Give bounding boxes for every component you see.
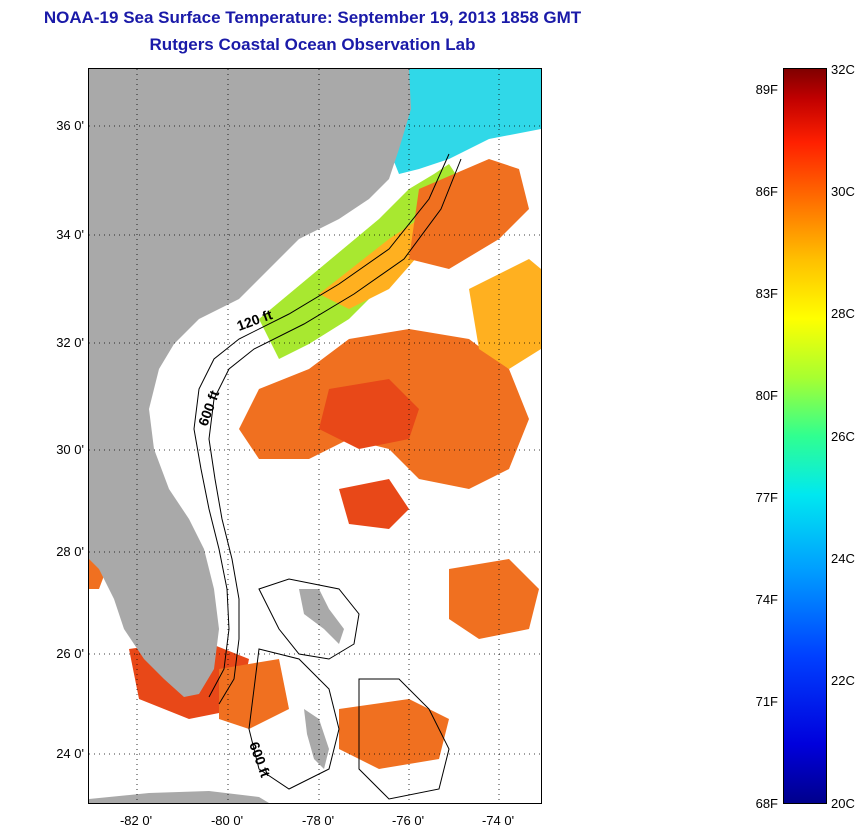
cuba-land <box>89 791 269 803</box>
sst-map: 120 ft 600 ft 600 ft <box>88 68 542 804</box>
colorbar-label-89f: 89F <box>755 82 778 97</box>
warm-straits <box>219 659 289 729</box>
map-title: NOAA-19 Sea Surface Temperature: Septemb… <box>43 8 582 27</box>
lat-label-26: 26 0' <box>56 646 84 661</box>
lon-label-74: -74 0' <box>481 813 515 828</box>
colorbar-label-68f: 68F <box>755 796 778 811</box>
mid-east <box>469 259 541 369</box>
bahamas-island-1 <box>299 589 344 644</box>
colorbar-label-26c: 26C <box>831 429 855 444</box>
cool-water-shelf <box>259 164 459 359</box>
lon-label-82: -82 0' <box>119 813 153 828</box>
isobath-label-600ft-south: 600 ft <box>246 740 274 780</box>
lon-label-80: -80 0' <box>210 813 244 828</box>
bahamas-bank-outline-3 <box>358 678 450 800</box>
bahamas-bank-outline <box>258 578 360 660</box>
colorbar-label-86f: 86F <box>755 184 778 199</box>
bahamas-island-2 <box>304 709 329 769</box>
temperature-colorbar <box>783 68 827 804</box>
colorbar-label-22c: 22C <box>831 673 855 688</box>
colorbar-label-80f: 80F <box>755 388 778 403</box>
colorbar-label-24c: 24C <box>831 551 855 566</box>
graticule <box>89 69 541 803</box>
hot-offshore-2 <box>339 479 409 529</box>
cold-water-north <box>389 69 541 174</box>
sst-map-canvas: 120 ft 600 ft 600 ft <box>89 69 541 803</box>
lat-label-30: 30 0' <box>56 442 84 457</box>
lat-label-24: 24 0' <box>56 746 84 761</box>
warm-offshore-1 <box>409 159 529 269</box>
lat-label-34: 34 0' <box>56 227 84 242</box>
warm-southeast <box>449 559 539 639</box>
colorbar-label-77f: 77F <box>755 490 778 505</box>
bahamas-bank-outline-2 <box>248 648 340 790</box>
colorbar-label-83f: 83F <box>755 286 778 301</box>
colorbar-label-30c: 30C <box>831 184 855 199</box>
colorbar-label-71f: 71F <box>755 694 778 709</box>
isobath-600ft <box>208 158 462 705</box>
warm-bahamas-south <box>339 699 449 769</box>
lon-label-76: -76 0' <box>391 813 425 828</box>
landmass <box>89 69 411 803</box>
colorbar-label-32c: 32C <box>831 62 855 77</box>
lon-label-78: -78 0' <box>301 813 335 828</box>
colorbar-label-20c: 20C <box>831 796 855 811</box>
lat-label-36: 36 0' <box>56 118 84 133</box>
colorbar-label-74f: 74F <box>755 592 778 607</box>
colorbar-label-28c: 28C <box>831 306 855 321</box>
mid-water-shelf <box>319 219 424 309</box>
isobath-label-600ft: 600 ft <box>195 388 223 428</box>
map-subtitle: Rutgers Coastal Ocean Observation Lab <box>149 35 476 54</box>
us-coast-land <box>89 69 411 697</box>
lat-label-28: 28 0' <box>56 544 84 559</box>
hot-offshore-1 <box>319 379 419 449</box>
lat-label-32: 32 0' <box>56 335 84 350</box>
